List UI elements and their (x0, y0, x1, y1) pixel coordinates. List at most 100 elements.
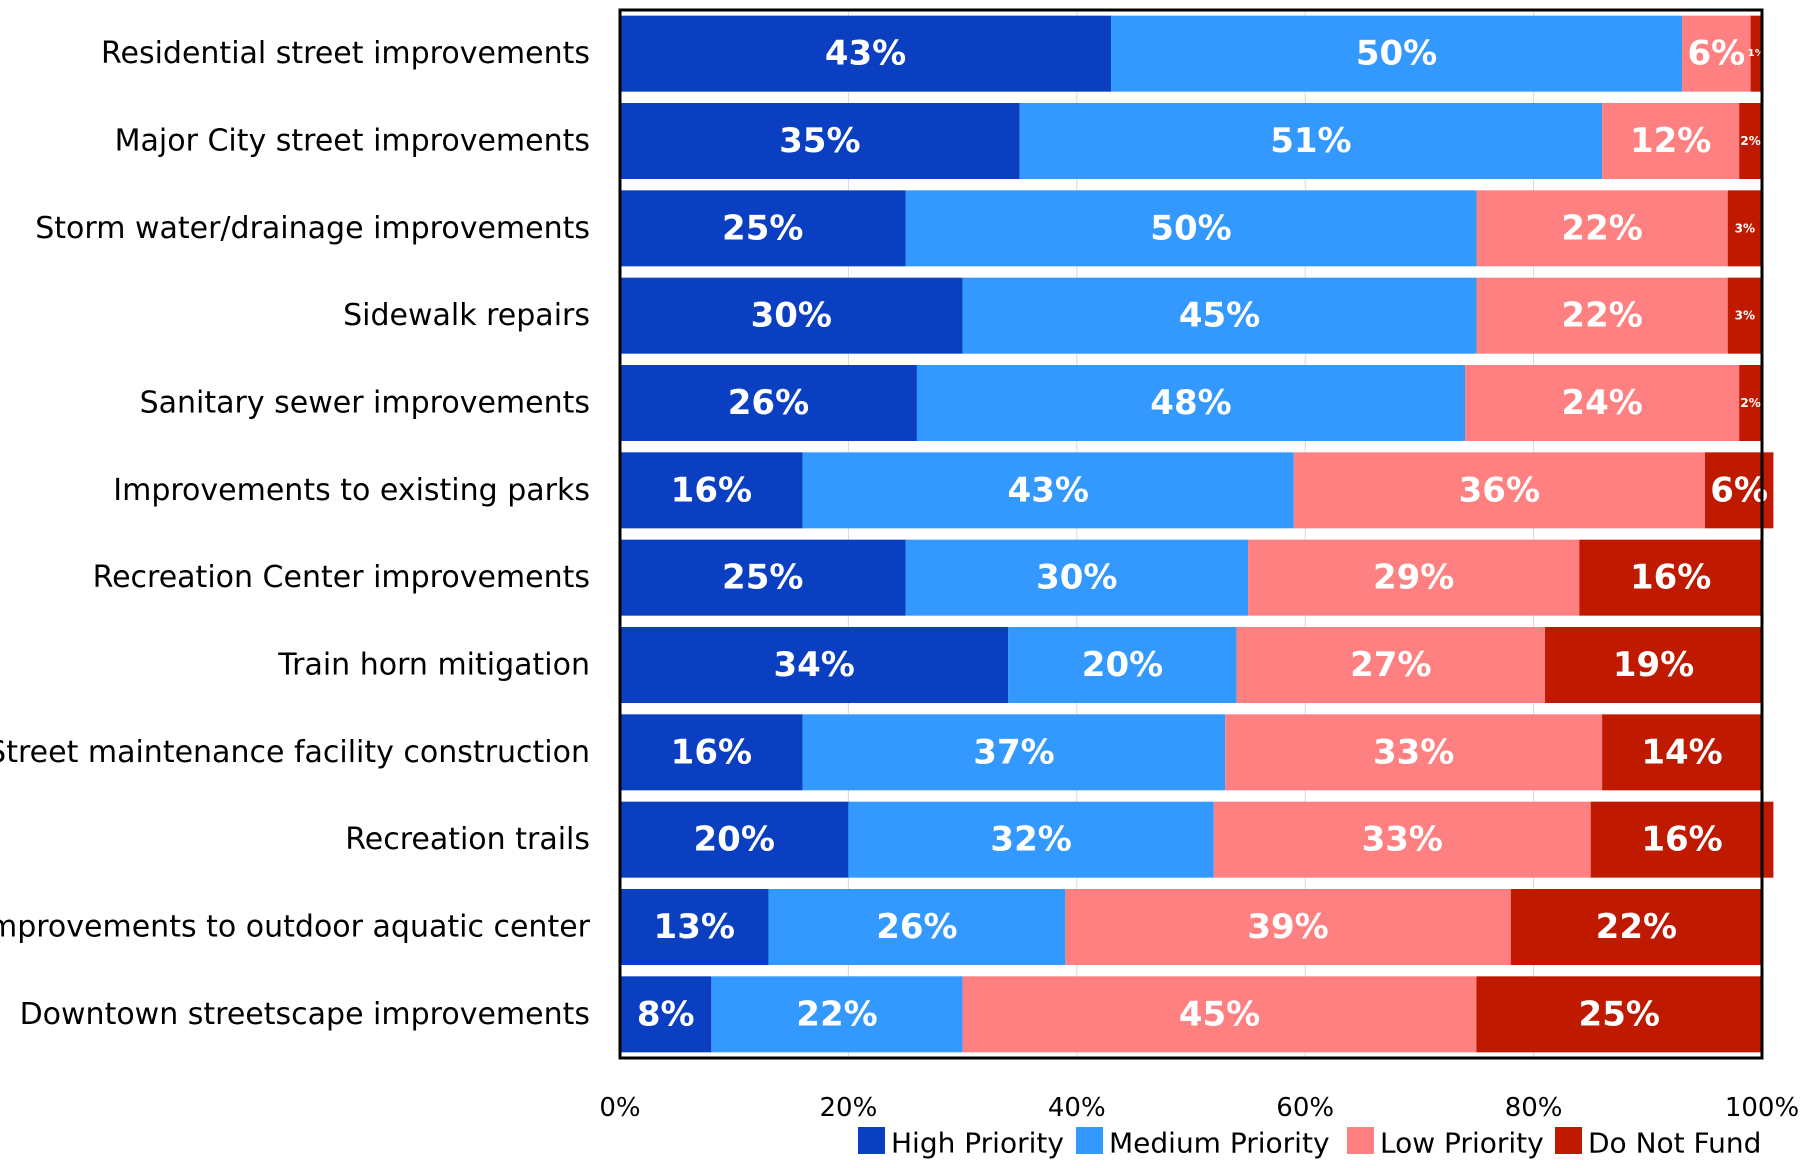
data-label: 8% (637, 994, 695, 1034)
data-label: 22% (796, 994, 877, 1034)
data-label: 20% (694, 820, 775, 860)
data-label: 50% (1150, 208, 1231, 248)
bar-segment (1579, 539, 1762, 616)
category-label: Recreation trails (345, 822, 590, 857)
data-label: 16% (671, 470, 752, 510)
bar-segment (1510, 889, 1762, 965)
bar-segment (1727, 190, 1762, 267)
bar-segment (1602, 103, 1740, 179)
data-label: 30% (1036, 558, 1117, 598)
bar-segment (1476, 190, 1728, 267)
category-label: Train horn mitigation (277, 648, 590, 683)
bar-segment (1248, 539, 1580, 616)
data-label: 12% (1630, 121, 1711, 161)
data-label: 22% (1561, 208, 1642, 248)
data-label: 22% (1561, 296, 1642, 336)
data-label: 3% (1735, 309, 1755, 323)
data-label: 19% (1613, 645, 1694, 685)
category-label: Street maintenance facility construction (0, 735, 590, 770)
bar-segment (1019, 103, 1603, 179)
category-label: Sanitary sewer improvements (140, 386, 590, 421)
data-label: 39% (1247, 907, 1328, 947)
bar-segment (620, 801, 849, 878)
bar-segment (1476, 277, 1728, 354)
x-tick-label: 60% (1276, 1093, 1334, 1123)
data-label: 3% (1735, 221, 1755, 235)
bar-segment (962, 976, 1477, 1053)
data-label: 36% (1459, 470, 1540, 510)
bar-segment (620, 15, 1112, 92)
data-label: 26% (728, 383, 809, 423)
bar-segment (620, 627, 1009, 703)
bar-segment (1008, 627, 1237, 703)
data-label: 2% (1740, 396, 1760, 410)
data-label: 16% (1641, 820, 1722, 860)
legend-label: High Priority (891, 1127, 1064, 1160)
data-label: 25% (722, 558, 803, 598)
legend-swatch (1076, 1127, 1103, 1154)
bar-segment (1465, 365, 1740, 441)
data-label: 35% (779, 121, 860, 161)
data-label: 51% (1270, 121, 1351, 161)
bar-segment (1065, 889, 1511, 965)
category-label: Improvements to existing parks (113, 473, 590, 508)
bar-segment (1682, 15, 1751, 92)
bar-segment (1602, 714, 1762, 791)
bar-segment (905, 190, 1477, 267)
category-label: Sidewalk repairs (343, 298, 590, 333)
bar-segment (1739, 365, 1762, 441)
bar-segment (711, 976, 963, 1053)
data-label: 6% (1687, 34, 1745, 74)
bar-segment (1739, 103, 1762, 179)
category-label: Major City street improvements (115, 124, 590, 159)
category-label: Improvements to outdoor aquatic center (0, 910, 591, 945)
data-label: 33% (1362, 820, 1443, 860)
data-label: 27% (1350, 645, 1431, 685)
bar-segment (768, 889, 1066, 965)
data-label: 43% (825, 34, 906, 74)
bar-segment (1750, 15, 1762, 92)
data-label: 33% (1373, 732, 1454, 772)
legend-swatch (1347, 1127, 1374, 1154)
bar-segment (1727, 277, 1762, 354)
data-label: 34% (773, 645, 854, 685)
bar-segment (1111, 15, 1683, 92)
bar-segment (620, 889, 769, 965)
bar-segment (848, 801, 1214, 878)
bar-segment (802, 452, 1294, 529)
category-label: Residential street improvements (101, 36, 590, 71)
legend-swatch (858, 1127, 885, 1154)
category-label: Storm water/drainage improvements (35, 211, 590, 246)
legend-swatch (1555, 1127, 1582, 1154)
data-label: 13% (654, 907, 735, 947)
data-label: 29% (1373, 558, 1454, 598)
x-tick-label: 80% (1505, 1093, 1563, 1123)
data-label: 37% (973, 732, 1054, 772)
bar-segment (620, 976, 712, 1053)
data-label: 48% (1150, 383, 1231, 423)
category-label: Downtown streetscape improvements (20, 997, 590, 1032)
data-label: 43% (1008, 470, 1089, 510)
bar-segment (1545, 627, 1762, 703)
bar-segment (916, 365, 1466, 441)
bar-segment (905, 539, 1249, 616)
bar-segment (1236, 627, 1546, 703)
x-tick-label: 0% (599, 1093, 640, 1123)
legend-label: Medium Priority (1109, 1127, 1330, 1160)
x-tick-label: 40% (1048, 1093, 1106, 1123)
data-label: 16% (1630, 558, 1711, 598)
data-label: 20% (1082, 645, 1163, 685)
data-label: 45% (1179, 994, 1260, 1034)
category-label: Recreation Center improvements (93, 560, 590, 595)
bar-segment (1476, 976, 1762, 1053)
plot-border (618, 8, 1764, 1060)
data-label: 2% (1740, 134, 1760, 148)
bar-segment (620, 103, 1020, 179)
bar-segment (1590, 801, 1774, 878)
bar-segment (802, 714, 1226, 791)
data-label: 25% (722, 208, 803, 248)
bar-segment (1213, 801, 1591, 878)
data-label: 14% (1641, 732, 1722, 772)
x-tick-label: 100% (1725, 1093, 1799, 1123)
